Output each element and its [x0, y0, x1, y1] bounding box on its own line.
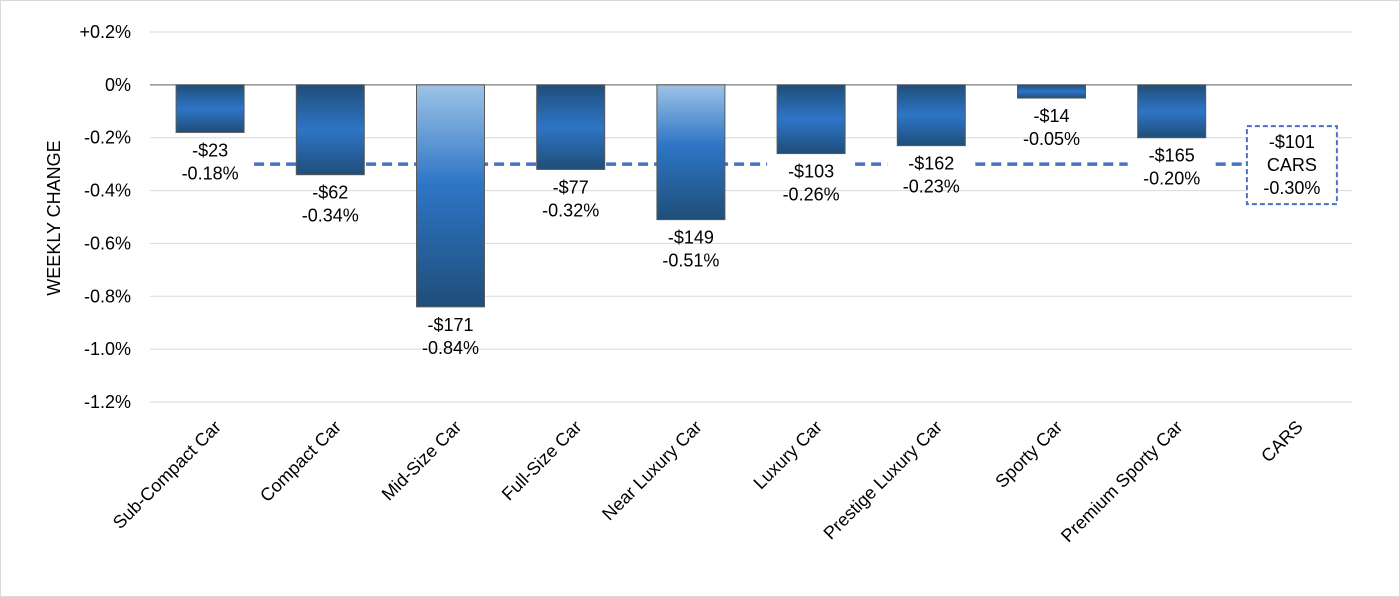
- x-category-label: Compact Car: [256, 417, 345, 506]
- y-tick-label: -0.8%: [84, 286, 131, 306]
- x-axis-categories: Sub-Compact Car Compact Car Mid-Size Car Fu…: [109, 417, 1307, 546]
- bar-percent-label: -0.34%: [302, 206, 359, 226]
- bar-dollar-label: -$103: [788, 162, 834, 182]
- reference-label-box: [1245, 125, 1338, 206]
- y-tick-label: -0.4%: [84, 181, 131, 201]
- y-tick-label: -0.2%: [84, 128, 131, 148]
- x-category-label: Full-Size Car: [498, 417, 586, 505]
- y-tick-label: -1.0%: [84, 339, 131, 359]
- reference-name-label: CARS: [1267, 155, 1317, 175]
- bar-percent-label: -0.20%: [1143, 169, 1200, 189]
- bar: [295, 84, 365, 176]
- bar: [1017, 84, 1086, 99]
- bar: [896, 84, 966, 147]
- x-category-label: Premium Sporty Car: [1057, 417, 1186, 546]
- bar-dollar-label: -$162: [908, 154, 954, 174]
- bar: [416, 84, 485, 308]
- x-category-label: Mid-Size Car: [378, 417, 466, 505]
- bar-dollar-label: -$149: [668, 228, 714, 248]
- bar-dollar-label: -$171: [427, 315, 473, 335]
- y-tick-label: -1.2%: [84, 392, 131, 412]
- x-category-label: Near Luxury Car: [598, 417, 706, 525]
- bar: [1137, 84, 1207, 139]
- bar: [175, 84, 245, 133]
- y-axis-ticks: +0.2% 0% -0.2% -0.4% -0.6% -0.8% -1.0% -1.2%: [79, 22, 131, 412]
- x-category-label: Sporty Car: [991, 417, 1066, 492]
- bar-percent-label: -0.32%: [542, 200, 599, 220]
- bar-percent-label: -0.23%: [903, 177, 960, 197]
- bar-percent-label: -0.18%: [182, 163, 239, 183]
- bar-dollar-label: -$77: [553, 177, 589, 197]
- y-tick-label: +0.2%: [79, 22, 131, 42]
- bar-dollar-label: -$14: [1033, 106, 1069, 126]
- x-category-label: Sub-Compact Car: [109, 417, 225, 533]
- bar-percent-label: -0.51%: [662, 251, 719, 271]
- bar-percent-label: -0.05%: [1023, 129, 1080, 149]
- bars: [175, 84, 1207, 308]
- reference-dollar-label: -$101: [1269, 132, 1315, 152]
- data-labels: -$23 -0.18% -$62 -0.34% -$171 -0.84% -$77 -0.32…: [182, 106, 1338, 358]
- reference-percent-label: -0.30%: [1263, 178, 1320, 198]
- bar-percent-label: -0.26%: [783, 185, 840, 205]
- x-category-label: Prestige Luxury Car: [820, 417, 947, 544]
- bar: [656, 84, 726, 221]
- y-tick-label: 0%: [105, 75, 131, 95]
- bar-dollar-label: -$23: [192, 140, 228, 160]
- bar: [776, 84, 846, 155]
- bar-dollar-label: -$62: [312, 183, 348, 203]
- bar-percent-label: -0.84%: [422, 338, 479, 358]
- bar-dollar-label: -$165: [1149, 146, 1195, 166]
- x-category-label: Luxury Car: [750, 417, 826, 493]
- y-tick-label: -0.6%: [84, 233, 131, 253]
- y-axis-title: WEEKLY CHANGE: [44, 140, 64, 295]
- bar: [536, 84, 606, 170]
- x-category-label: CARS: [1257, 417, 1307, 467]
